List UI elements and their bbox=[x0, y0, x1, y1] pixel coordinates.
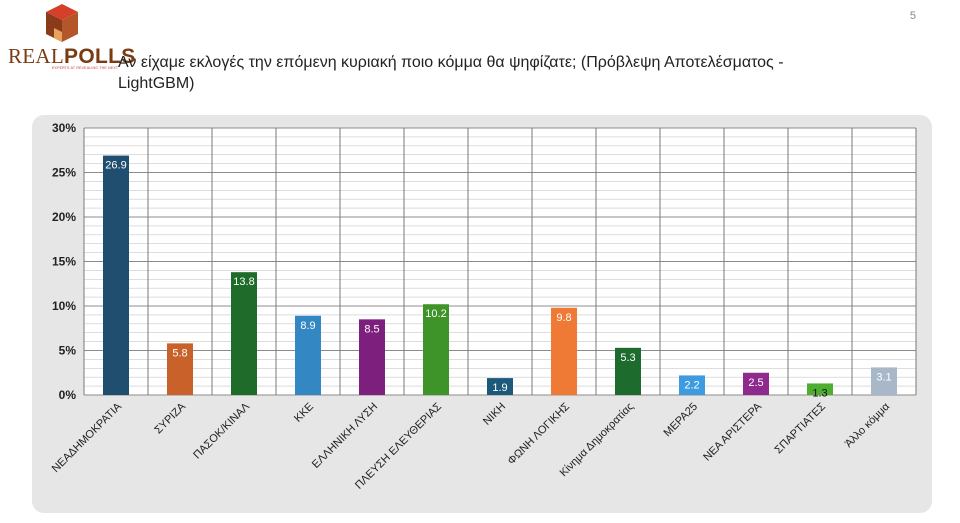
x-tick-label: ΣΥΡΙΖΑ bbox=[152, 400, 188, 436]
data-label: 3.1 bbox=[876, 371, 891, 383]
logo-wordmark: REALPOLLS bbox=[8, 44, 136, 68]
bar bbox=[423, 304, 449, 395]
x-tick-label: ΠΑΣΟΚ/ΚΙΝΑΛ bbox=[191, 400, 252, 461]
page-number: 5 bbox=[909, 10, 916, 22]
bar bbox=[679, 375, 705, 395]
bar bbox=[807, 383, 833, 395]
y-tick-label: 15% bbox=[52, 255, 76, 269]
bar bbox=[359, 319, 385, 395]
y-tick-label: 10% bbox=[52, 299, 76, 313]
x-tick-label: Άλλο κόμμα bbox=[843, 400, 893, 450]
data-label: 26.9 bbox=[105, 160, 126, 172]
x-tick-label: ΦΩΝΗ ΛΟΓΙΚΗΣ bbox=[505, 401, 572, 468]
y-tick-label: 0% bbox=[59, 388, 77, 402]
bar bbox=[551, 307, 577, 395]
data-label: 8.9 bbox=[300, 320, 315, 332]
bar bbox=[231, 272, 257, 395]
x-tick-label: ΕΛΛΗΝΙΚΗ ΛΥΣΗ bbox=[310, 401, 380, 471]
logo-cube-icon bbox=[46, 4, 78, 42]
x-tick-label: ΝΕΑΔΗΜΟΚΡΑΤΙΑ bbox=[50, 400, 125, 475]
x-tick-label: ΣΠΑΡΤΙΑΤΕΣ bbox=[773, 401, 829, 457]
x-tick-label: ΚΚΕ bbox=[292, 401, 316, 425]
data-label: 5.3 bbox=[620, 352, 635, 364]
data-label: 5.8 bbox=[172, 347, 187, 359]
data-label: 1.3 bbox=[812, 387, 827, 399]
data-label: 8.5 bbox=[364, 323, 379, 335]
data-label: 10.2 bbox=[425, 308, 446, 320]
bar bbox=[615, 347, 641, 395]
data-label: 13.8 bbox=[233, 276, 254, 288]
x-tick-label: ΜΕΡΑ25 bbox=[662, 401, 701, 440]
bar bbox=[487, 378, 513, 395]
data-label: 1.9 bbox=[492, 382, 507, 394]
x-tick-label: Κίνημα Δημοκρατίας bbox=[558, 401, 637, 480]
x-tick-label: ΝΙΚΗ bbox=[481, 401, 508, 428]
bar bbox=[103, 155, 129, 395]
bar bbox=[743, 372, 769, 395]
logo-tagline: EXPERTS AT REVEALING THE NEXT bbox=[52, 66, 119, 70]
x-tick-label: ΝΕΑ ΑΡΙΣΤΕΡΑ bbox=[701, 400, 764, 463]
data-label: 9.8 bbox=[556, 312, 571, 324]
y-tick-label: 5% bbox=[59, 344, 77, 358]
page-title: Αν είχαμε εκλογές την επόμενη κυριακή πο… bbox=[118, 54, 784, 92]
bar bbox=[295, 315, 321, 395]
brand-logo: REALPOLLS EXPERTS AT REVEALING THE NEXT bbox=[8, 2, 135, 70]
y-tick-label: 30% bbox=[52, 121, 76, 135]
data-label: 2.5 bbox=[748, 377, 763, 389]
y-tick-label: 20% bbox=[52, 210, 76, 224]
y-tick-label: 25% bbox=[52, 166, 76, 180]
bar bbox=[871, 367, 897, 395]
bar bbox=[167, 343, 193, 395]
data-label: 2.2 bbox=[684, 379, 699, 391]
